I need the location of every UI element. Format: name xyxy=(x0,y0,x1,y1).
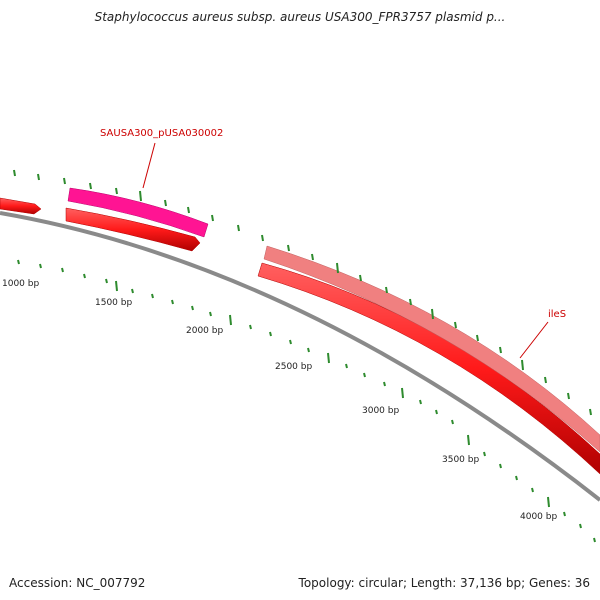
scale-tick-outer xyxy=(567,392,570,400)
topology-summary: Topology: circular; Length: 37,136 bp; G… xyxy=(298,576,590,590)
scale-tick-outer xyxy=(13,169,16,177)
scale-tick-inner xyxy=(499,463,502,469)
scale-tick-outer xyxy=(409,298,412,306)
scale-tick-inner xyxy=(363,372,366,378)
scale-tick-inner xyxy=(345,363,348,369)
scale-label: 3500 bp xyxy=(442,455,479,465)
scale-label: 2000 bp xyxy=(186,326,223,336)
scale-tick-outer xyxy=(311,253,314,261)
scale-tick-inner xyxy=(467,434,470,446)
gene-label-leader xyxy=(142,142,156,189)
scale-tick-inner xyxy=(579,523,582,529)
tick-track-inner xyxy=(17,259,596,543)
scale-tick-outer xyxy=(115,187,118,195)
scale-tick-outer xyxy=(63,177,66,185)
scale-tick-outer xyxy=(431,308,434,320)
map-title: Staphylococcus aureus subsp. aureus USA3… xyxy=(94,10,506,24)
gene-arrow-left[interactable] xyxy=(0,197,42,215)
scale-tick-outer xyxy=(89,182,92,190)
scale-tick-inner xyxy=(131,288,134,294)
gene-label-sausa300-pusa030002[interactable]: SAUSA300_pUSA030002 xyxy=(100,128,223,139)
scale-tick-inner xyxy=(563,511,566,517)
scale-tick-inner xyxy=(115,280,118,292)
scale-tick-inner xyxy=(151,293,154,299)
scale-label: 1500 bp xyxy=(95,298,132,308)
scale-tick-outer xyxy=(336,262,339,274)
backbone-ring xyxy=(0,211,600,502)
gene-arrow-mid[interactable] xyxy=(65,207,201,252)
gene-label-iles[interactable]: ileS xyxy=(548,309,566,320)
scale-tick-outer xyxy=(139,190,142,202)
scale-tick-outer xyxy=(359,274,362,282)
scale-tick-inner xyxy=(383,381,386,387)
scale-tick-inner xyxy=(401,387,404,399)
scale-tick-inner xyxy=(307,347,310,353)
scale-tick-inner xyxy=(593,537,596,543)
gene-sausa300-pusa030002[interactable] xyxy=(67,187,209,238)
scale-tick-outer xyxy=(499,346,502,354)
scale-tick-outer xyxy=(261,234,264,242)
scale-tick-inner xyxy=(483,451,486,457)
scale-tick-inner xyxy=(17,259,20,265)
scale-tick-outer xyxy=(521,359,524,371)
scale-tick-inner xyxy=(39,263,42,269)
scale-tick-inner xyxy=(249,324,252,330)
scale-label: 4000 bp xyxy=(520,512,557,522)
scale-label: 2500 bp xyxy=(275,362,312,372)
scale-tick-outer xyxy=(476,334,479,342)
scale-tick-outer xyxy=(544,376,547,384)
scale-tick-outer xyxy=(164,199,167,207)
scale-tick-inner xyxy=(451,419,454,425)
scale-tick-inner xyxy=(83,273,86,279)
scale-tick-outer xyxy=(211,214,214,222)
scale-tick-outer xyxy=(237,224,240,232)
gene-iles[interactable] xyxy=(263,245,600,453)
scale-tick-inner xyxy=(547,496,550,508)
scale-tick-inner xyxy=(435,409,438,415)
scale-tick-inner xyxy=(269,331,272,337)
scale-tick-inner xyxy=(191,305,194,311)
tick-track-outer xyxy=(13,169,592,416)
accession-text: Accession: NC_007792 xyxy=(9,576,146,590)
scale-tick-inner xyxy=(531,487,534,493)
gene-label-leader xyxy=(519,321,549,359)
scale-tick-outer xyxy=(287,244,290,252)
gene-track-inner[interactable] xyxy=(0,197,600,475)
scale-tick-inner xyxy=(289,339,292,345)
scale-tick-inner xyxy=(105,278,108,284)
scale-tick-outer xyxy=(187,206,190,214)
scale-tick-inner xyxy=(209,311,212,317)
scale-tick-inner xyxy=(515,475,518,481)
scale-tick-outer xyxy=(37,173,40,181)
scale-tick-outer xyxy=(385,286,388,294)
scale-tick-inner xyxy=(171,299,174,305)
scale-tick-inner xyxy=(327,352,330,364)
scale-tick-inner xyxy=(419,399,422,405)
scale-label: 1000 bp xyxy=(2,279,39,289)
gene-track-outer[interactable] xyxy=(67,187,600,453)
scale-tick-inner xyxy=(61,267,64,273)
scale-label: 3000 bp xyxy=(362,406,399,416)
scale-tick-inner xyxy=(229,314,232,326)
scale-tick-outer xyxy=(589,408,592,416)
scale-tick-outer xyxy=(454,321,457,329)
scale-labels: 1000 bp 1500 bp 2000 bp 2500 bp 3000 bp 3500 … xyxy=(2,279,557,522)
